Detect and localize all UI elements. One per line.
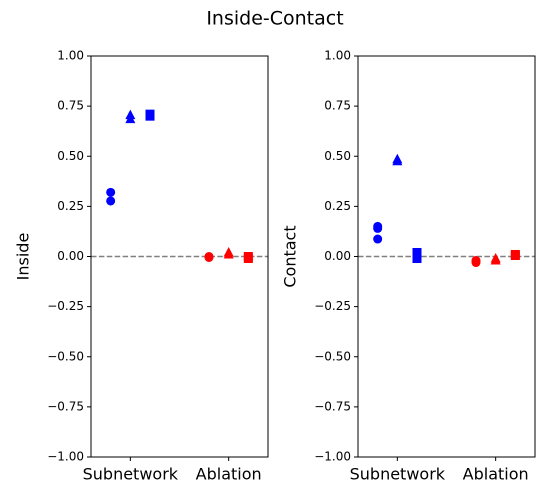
point (125, 113, 136, 124)
point (490, 255, 501, 265)
x-tick-label: Ablation (196, 465, 262, 484)
y-tick-label: 0.25 (324, 199, 351, 213)
y-tick-label: −0.25 (314, 299, 351, 313)
point (204, 253, 214, 263)
point (145, 111, 155, 121)
y-tick-label: 1.00 (324, 49, 351, 63)
point (412, 247, 422, 257)
y-tick-label: −0.75 (314, 399, 351, 413)
axes-frame (357, 55, 536, 458)
y-tick-label: −1.00 (47, 450, 84, 464)
figure-title: Inside-Contact (206, 8, 343, 30)
point (373, 223, 383, 233)
point (223, 248, 234, 259)
y-tick-label: 1.00 (57, 49, 84, 63)
y-tick-label: 0.50 (324, 149, 351, 163)
y-tick-label: 0.00 (57, 249, 84, 263)
x-tick-label: Subnetwork (350, 465, 446, 484)
y-tick-label: 0.75 (324, 99, 351, 113)
y-tick-label: −0.75 (47, 399, 84, 413)
point (412, 254, 422, 264)
y-axis-label: Inside (14, 233, 33, 281)
point (106, 196, 116, 206)
y-tick-label: −1.00 (314, 450, 351, 464)
point (392, 155, 403, 166)
y-axis-label: Contact (281, 225, 300, 287)
point (106, 187, 116, 197)
y-tick-label: −0.25 (47, 299, 84, 313)
y-tick-label: 0.75 (57, 99, 84, 113)
y-tick-label: 0.50 (57, 149, 84, 163)
point (471, 258, 481, 268)
y-tick-label: 0.00 (324, 249, 351, 263)
x-tick-label: Ablation (463, 465, 529, 484)
y-tick-label: 0.25 (57, 199, 84, 213)
axes-frame (90, 55, 269, 458)
y-tick-label: −0.50 (314, 349, 351, 363)
point (510, 250, 520, 260)
point (373, 234, 383, 244)
y-tick-label: −0.50 (47, 349, 84, 363)
x-tick-label: Subnetwork (83, 465, 179, 484)
point (243, 254, 253, 264)
